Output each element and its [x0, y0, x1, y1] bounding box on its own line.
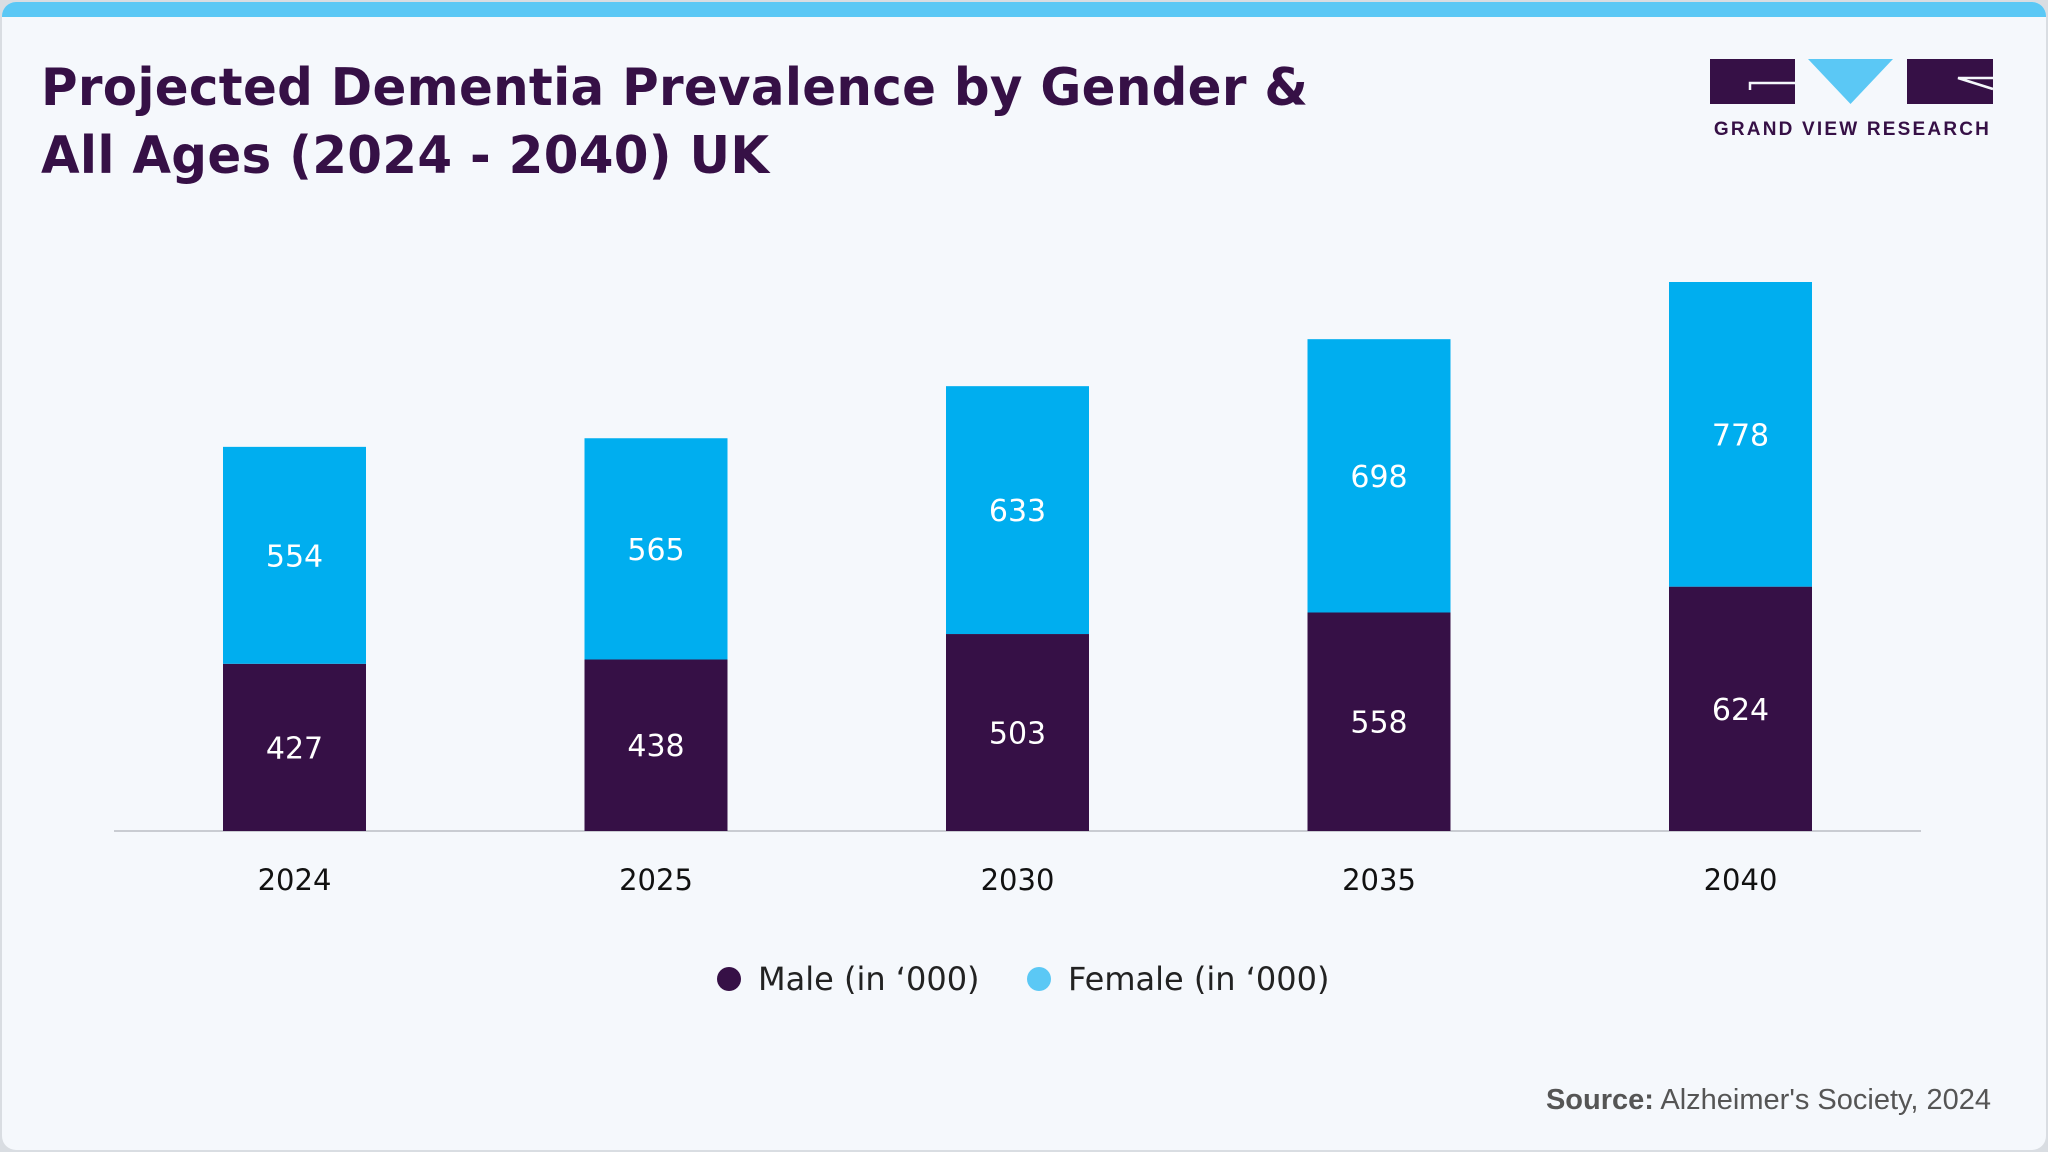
data-label: 554 — [266, 539, 323, 574]
data-label: 427 — [266, 731, 323, 766]
chart-title: Projected Dementia Prevalence by Gender … — [41, 54, 1308, 190]
bar-male-2024 — [223, 663, 366, 831]
grand-view-research-logo: GRAND VIEW RESEARCH — [1710, 57, 1995, 140]
bar-male-2035 — [1307, 612, 1451, 831]
bar-female-2035 — [1307, 339, 1451, 613]
title-line-2: All Ages (2024 - 2040) UK — [41, 126, 770, 186]
data-label: 438 — [627, 729, 684, 764]
bar-male-2025 — [584, 659, 728, 831]
legend-marker-female — [1027, 967, 1051, 991]
logo-text: GRAND VIEW RESEARCH — [1713, 119, 1992, 140]
source-text: Alzheimer's Society, 2024 — [1660, 1084, 1991, 1116]
x-tick-label: 2040 — [1704, 863, 1778, 897]
source-note: Source: Alzheimer's Society, 2024 — [1546, 1084, 1991, 1117]
source-label: Source: — [1545, 1084, 1654, 1116]
data-label: 503 — [989, 717, 1046, 752]
data-label: 558 — [1350, 706, 1407, 741]
accent-bar — [2, 2, 2046, 17]
x-tick-label: 2035 — [1342, 863, 1416, 897]
bar-female-2040 — [1669, 282, 1812, 587]
legend-label-female: Female (in ‘000) — [1068, 960, 1329, 998]
data-label: 624 — [1712, 693, 1769, 728]
legend-label-male: Male (in ‘000) — [758, 960, 980, 998]
legend-marker-male — [717, 967, 741, 991]
bar-female-2025 — [584, 438, 728, 660]
bar-female-2030 — [946, 386, 1089, 635]
data-label: 778 — [1712, 418, 1769, 453]
data-label: 633 — [989, 494, 1046, 529]
data-label: 565 — [627, 533, 684, 568]
bar-male-2030 — [946, 634, 1089, 831]
gvr-logo-icon — [1710, 59, 1994, 104]
bar-female-2024 — [223, 446, 366, 664]
data-label: 698 — [1350, 460, 1407, 495]
bar-male-2040 — [1669, 586, 1812, 831]
x-tick-label: 2024 — [258, 863, 332, 897]
x-tick-label: 2025 — [619, 863, 693, 897]
title-line-1: Projected Dementia Prevalence by Gender … — [41, 58, 1309, 118]
x-tick-label: 2030 — [981, 863, 1055, 897]
